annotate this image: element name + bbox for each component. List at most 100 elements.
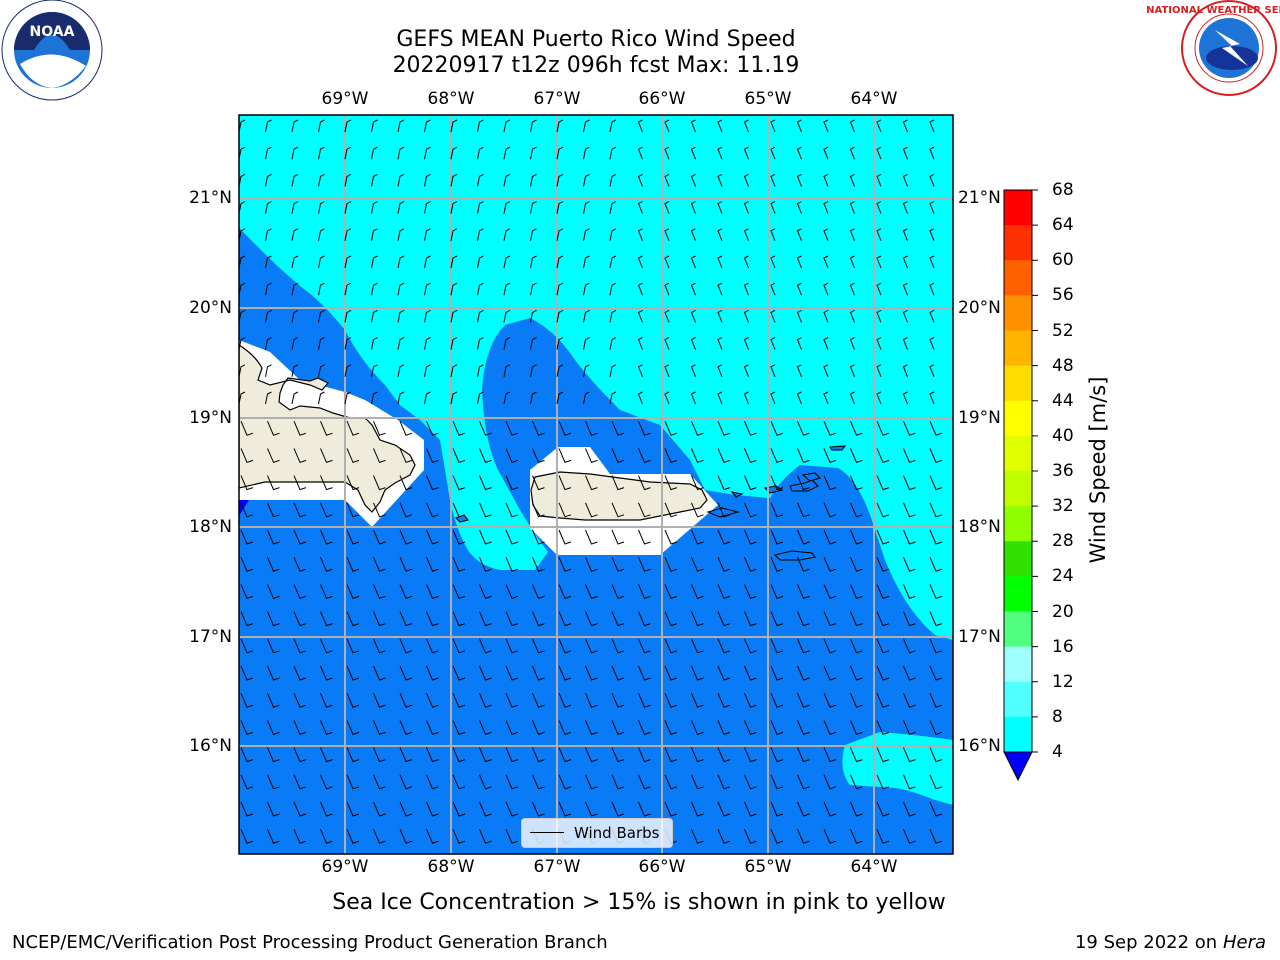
wind-barb <box>876 173 882 187</box>
wind-barb <box>902 391 908 405</box>
wind-barb <box>479 502 492 518</box>
wind-barb <box>558 584 572 600</box>
wind-barb <box>397 173 405 187</box>
wind-barb <box>876 747 890 763</box>
wind-barb <box>691 584 704 600</box>
wind-barb <box>452 801 466 817</box>
wind-barb <box>477 228 484 241</box>
colorbar-tick-label: 20 <box>1052 601 1074 622</box>
colorbar-segment <box>1004 400 1032 437</box>
wind-barb <box>265 391 272 405</box>
wind-barb <box>690 255 696 269</box>
wind-barb <box>477 282 484 296</box>
wind-barb <box>823 173 829 187</box>
colorbar-segment <box>1004 471 1032 507</box>
wind-barb <box>609 228 617 241</box>
wind-barb <box>664 119 670 133</box>
wind-barb <box>743 309 749 323</box>
wind-barb <box>585 529 598 545</box>
wind-barb <box>267 421 280 436</box>
wind-barb <box>664 693 678 708</box>
wind-barb <box>796 309 802 323</box>
wind-barb <box>505 502 519 518</box>
wind-barb <box>346 638 360 654</box>
wind-barb <box>240 584 254 600</box>
wind-barb <box>903 665 916 681</box>
wind-barb <box>823 693 837 708</box>
colorbar-tick-label: 52 <box>1052 320 1074 341</box>
wind-barb <box>744 557 757 572</box>
wind-barb <box>479 774 492 790</box>
lat-label-right: 16°N <box>958 736 1001 756</box>
wind-barb <box>293 529 307 545</box>
wind-fill-8-12-southeast <box>842 732 953 805</box>
wind-barb <box>929 829 943 844</box>
wind-barb <box>902 173 908 187</box>
wind-barb <box>929 747 943 763</box>
wind-barb <box>399 611 413 627</box>
wind-barb <box>664 801 678 817</box>
wind-barb <box>797 611 810 627</box>
wind-barb <box>450 282 458 296</box>
wind-barb <box>503 119 511 133</box>
wind-barb <box>876 557 890 572</box>
wind-barb <box>770 228 776 241</box>
wind-barb <box>664 638 678 654</box>
wind-barb <box>637 391 643 405</box>
sea-ice-note: Sea Ice Concentration > 15% is shown in … <box>332 890 946 915</box>
wind-barb <box>770 557 784 572</box>
wind-barb <box>320 502 333 518</box>
wind-barb <box>691 665 704 681</box>
lon-label-top: 64°W <box>850 89 898 109</box>
wind-barb <box>823 282 829 296</box>
wind-barb <box>450 146 458 160</box>
wind-barb <box>505 448 519 464</box>
wind-barb <box>717 584 731 600</box>
wind-barb <box>293 584 307 600</box>
wind-barb <box>744 529 757 545</box>
wind-barb <box>320 774 333 790</box>
wind-barb <box>929 665 943 681</box>
wind-barb <box>691 747 704 763</box>
wind-barb <box>796 146 802 160</box>
wind-barb <box>532 475 545 491</box>
colorbar-tick-label: 48 <box>1052 355 1074 376</box>
lat-label-left: 21°N <box>189 188 232 208</box>
wind-barb <box>424 364 431 377</box>
wind-barb <box>399 638 413 654</box>
colorbar-segment <box>1004 435 1032 472</box>
wind-barb <box>426 801 439 817</box>
wind-fill-8-12-north <box>239 115 953 640</box>
wind-barb <box>318 282 325 296</box>
wind-barb <box>344 337 352 350</box>
wind-barb <box>849 201 855 214</box>
footer-credit: NCEP/EMC/Verification Post Processing Pr… <box>12 932 608 953</box>
wind-barb <box>320 475 333 491</box>
wind-barb <box>452 693 466 708</box>
wind-barb <box>690 309 696 323</box>
wind-barb <box>929 448 943 464</box>
wind-barb <box>823 337 829 350</box>
wind-barb <box>902 146 908 160</box>
wind-barb <box>558 529 572 545</box>
wind-barb <box>532 774 545 790</box>
wind-barb <box>291 309 299 323</box>
lat-label-right: 17°N <box>958 627 1001 647</box>
wind-barb <box>770 119 776 133</box>
wind-barb <box>267 529 280 545</box>
wind-barb <box>293 747 307 763</box>
wind-barb <box>558 502 572 518</box>
wind-barb <box>929 391 935 405</box>
wind-barb <box>399 502 413 518</box>
wind-barb <box>293 693 307 708</box>
wind-barb <box>611 502 625 518</box>
colorbar-segment <box>1004 330 1032 367</box>
wind-barb <box>267 801 280 817</box>
wind-barb <box>823 584 837 600</box>
wind-barb <box>664 448 678 464</box>
wind-barb <box>717 774 731 790</box>
wind-barb <box>267 611 280 627</box>
colorbar-segment <box>1004 576 1032 612</box>
wind-barb <box>373 801 386 817</box>
wind-barb <box>929 801 943 817</box>
